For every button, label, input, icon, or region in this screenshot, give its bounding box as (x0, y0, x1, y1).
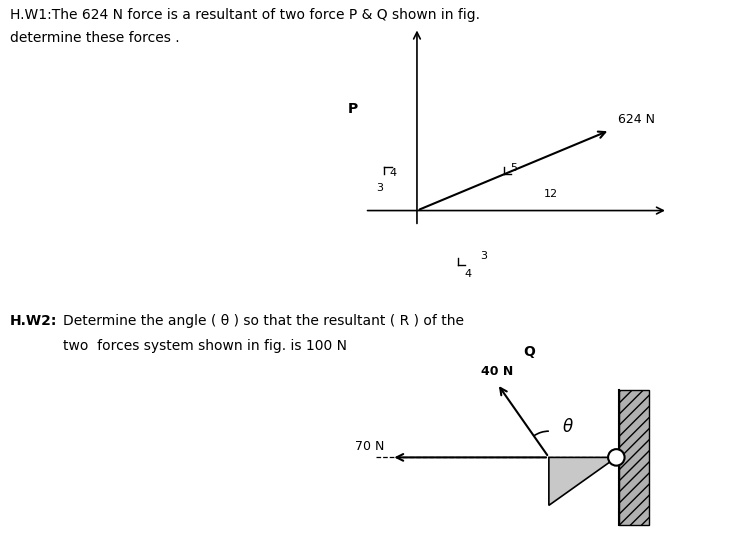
Text: 70 N: 70 N (355, 440, 384, 453)
Text: 5: 5 (510, 164, 517, 174)
Text: 4: 4 (389, 168, 397, 178)
Text: determine these forces .: determine these forces . (10, 31, 179, 45)
Text: H.W2:: H.W2: (10, 314, 57, 328)
Text: 624 N: 624 N (618, 113, 655, 126)
Polygon shape (549, 458, 616, 505)
Text: 12: 12 (544, 189, 558, 199)
Text: $\theta$: $\theta$ (562, 418, 574, 436)
Text: Determine the angle ( θ ) so that the resultant ( R ) of the: Determine the angle ( θ ) so that the re… (63, 314, 464, 328)
Text: P: P (348, 102, 358, 116)
Text: two  forces system shown in fig. is 100 N: two forces system shown in fig. is 100 N (63, 339, 347, 353)
Text: 40 N: 40 N (481, 365, 514, 377)
Bar (619, 390, 649, 525)
Circle shape (608, 449, 625, 465)
Text: 4: 4 (464, 269, 471, 279)
Text: 3: 3 (481, 251, 487, 261)
Text: Q: Q (523, 346, 536, 360)
Text: H.W1:The 624 N force is a resultant of two force P & Q shown in fig.: H.W1:The 624 N force is a resultant of t… (10, 8, 480, 22)
Text: 3: 3 (376, 183, 383, 193)
